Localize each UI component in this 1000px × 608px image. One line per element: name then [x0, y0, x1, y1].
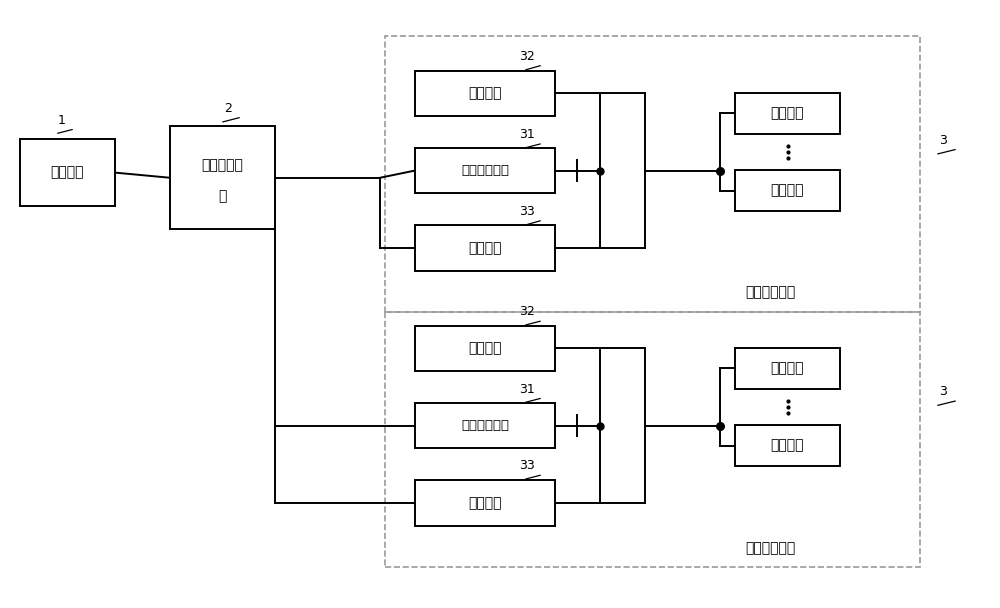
Text: 储能模块: 储能模块 — [468, 341, 502, 355]
Bar — [415, 480, 555, 525]
Text: 31: 31 — [519, 382, 535, 396]
Text: 2: 2 — [224, 102, 232, 115]
Bar — [170, 126, 275, 229]
Text: 33: 33 — [519, 460, 535, 472]
Bar — [20, 139, 115, 206]
Text: 32: 32 — [519, 305, 535, 319]
Bar — [415, 148, 555, 193]
Text: 用户设备: 用户设备 — [771, 361, 804, 375]
Bar — [415, 403, 555, 448]
Text: 供电转换模块: 供电转换模块 — [461, 164, 509, 177]
Bar — [415, 326, 555, 371]
Text: 3: 3 — [939, 134, 947, 147]
Bar — [385, 36, 920, 312]
Text: 储能模块: 储能模块 — [468, 86, 502, 100]
Text: 用户设备: 用户设备 — [771, 106, 804, 120]
Text: 31: 31 — [519, 128, 535, 141]
Text: 负载供电装置: 负载供电装置 — [745, 285, 795, 299]
Text: 交流供电网: 交流供电网 — [202, 159, 243, 173]
Text: 33: 33 — [519, 205, 535, 218]
Text: 市电网络: 市电网络 — [51, 165, 84, 179]
Bar — [415, 225, 555, 271]
Text: 32: 32 — [519, 50, 535, 63]
Bar — [385, 312, 920, 567]
Bar — [735, 170, 840, 211]
Bar — [415, 71, 555, 116]
Text: 3: 3 — [939, 385, 947, 398]
Text: 1: 1 — [58, 114, 66, 126]
Bar — [735, 348, 840, 389]
Text: 用户设备: 用户设备 — [771, 439, 804, 453]
Text: 控制模块: 控制模块 — [468, 496, 502, 510]
Bar — [735, 93, 840, 134]
Text: 负载供电装置: 负载供电装置 — [745, 542, 795, 556]
Text: 用户设备: 用户设备 — [771, 184, 804, 198]
Text: 络: 络 — [218, 189, 227, 203]
Bar — [735, 425, 840, 466]
Text: 供电转换模块: 供电转换模块 — [461, 419, 509, 432]
Text: 控制模块: 控制模块 — [468, 241, 502, 255]
